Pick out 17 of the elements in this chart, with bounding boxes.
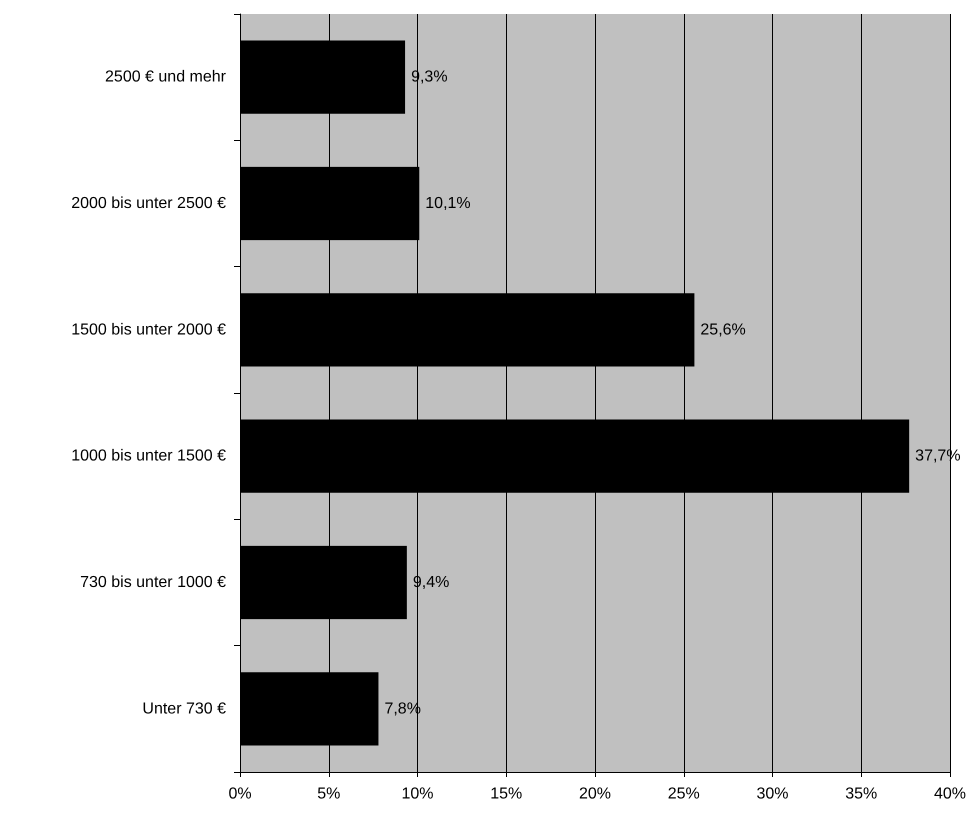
- data-label: 25,6%: [700, 321, 746, 338]
- y-tick-label: 1500 bis unter 2000 €: [71, 321, 226, 338]
- x-tick-label: 10%: [401, 786, 434, 802]
- x-tick-label: 20%: [578, 786, 612, 802]
- x-tick-label: 40%: [934, 786, 966, 802]
- x-tick-label: 35%: [845, 786, 878, 802]
- x-tick-label: 25%: [668, 786, 700, 802]
- y-tick-label: Unter 730 €: [142, 700, 226, 718]
- data-label: 10,1%: [425, 195, 471, 212]
- y-tick-label: 2000 bis unter 2500 €: [71, 195, 226, 212]
- x-tick-label: 5%: [317, 786, 340, 802]
- x-tick-label: 30%: [756, 786, 789, 802]
- y-tick-label: 1000 bis unter 1500 €: [71, 448, 226, 465]
- y-tick-label: 2500 € und mehr: [105, 68, 227, 86]
- y-tick-label: 730 bis unter 1000 €: [80, 574, 226, 591]
- x-tick-label: 0%: [228, 786, 252, 802]
- x-tick-label: 15%: [490, 786, 522, 802]
